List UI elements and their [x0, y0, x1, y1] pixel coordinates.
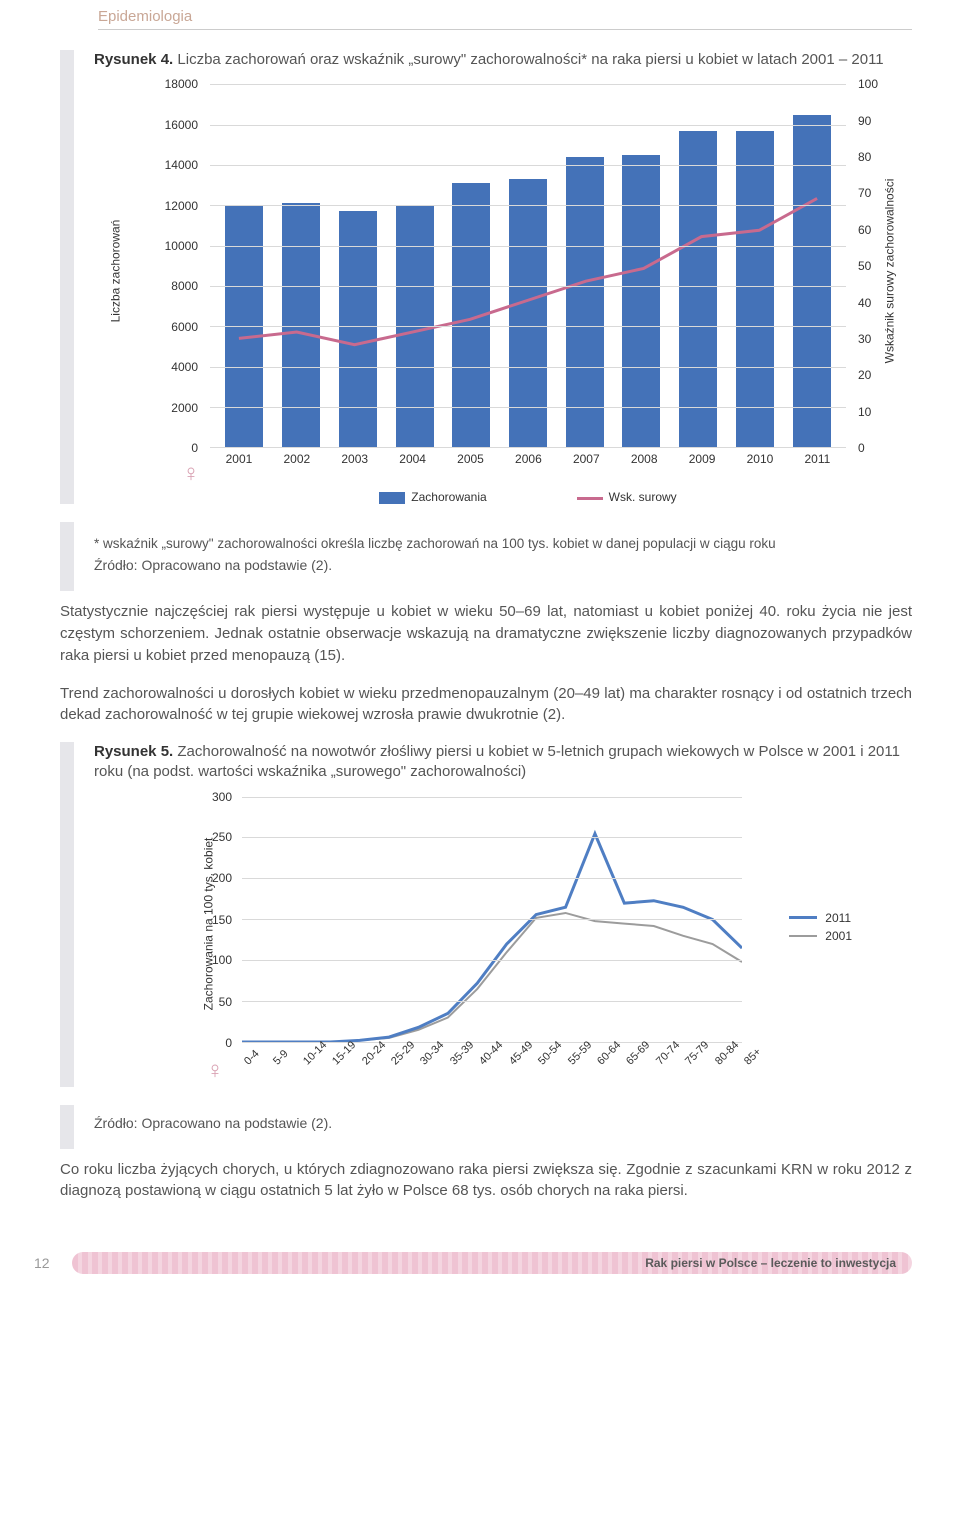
- note-marker: [60, 522, 74, 591]
- legend-line-label: Wsk. surowy: [609, 490, 677, 504]
- figure4-bars: [210, 84, 846, 447]
- paragraph-3: Co roku liczba żyjących chorych, u który…: [60, 1159, 912, 1203]
- figure5-plot-area: [242, 797, 742, 1043]
- female-icon: ♀: [182, 460, 200, 488]
- bar: [736, 131, 774, 448]
- paragraph-2: Trend zachorowalności u dorosłych kobiet…: [60, 683, 912, 727]
- figure4-y-left-label: Liczba zachorowań: [108, 220, 122, 323]
- page-number: 12: [34, 1255, 58, 1271]
- figure4-source: Źródło: Opracowano na podstawie (2).: [94, 557, 912, 573]
- figure5-marker: [60, 742, 74, 1087]
- figure4-title: Rysunek 4. Liczba zachorowań oraz wskaźn…: [94, 50, 912, 70]
- bar: [566, 157, 604, 447]
- figure4-legend: Zachorowania Wsk. surowy: [210, 490, 846, 504]
- page-footer: 12 Rak piersi w Polsce – leczenie to inw…: [0, 1252, 960, 1292]
- legend-bar-label: Zachorowania: [411, 490, 486, 504]
- paragraph-1: Statystycznie najczęściej rak piersi wys…: [60, 601, 912, 666]
- footer-band: Rak piersi w Polsce – leczenie to inwest…: [72, 1252, 912, 1274]
- figure5-source: Źródło: Opracowano na podstawie (2).: [94, 1115, 912, 1131]
- legend-swatch-bar: [379, 492, 405, 504]
- bar: [622, 155, 660, 447]
- source-marker: [60, 1105, 74, 1149]
- bar: [282, 203, 320, 447]
- footer-band-text: Rak piersi w Polsce – leczenie to inwest…: [645, 1256, 896, 1270]
- figure4-y-right-label: Wskaźnik surowy zachorowalności: [883, 179, 897, 364]
- figure4-title-text: Liczba zachorowań oraz wskaźnik „surowy"…: [177, 51, 883, 68]
- female-icon: ♀: [206, 1057, 224, 1085]
- divider: [98, 29, 912, 30]
- figure4-plot-area: [210, 84, 846, 448]
- figure5-y-axis: 300250200150100500: [202, 797, 236, 1043]
- figure4-chart: Liczba zachorowań Wskaźnik surowy zachor…: [124, 84, 912, 504]
- section-heading: Epidemiologia: [98, 8, 912, 25]
- bar: [339, 211, 377, 447]
- figure4-y-left-axis: 1800016000140001200010000800060004000200…: [154, 84, 204, 448]
- figure5-legend: 20112001: [789, 907, 852, 947]
- figure4-label: Rysunek 4.: [94, 51, 173, 68]
- figure4-y-right-axis: 1009080706050403020100: [852, 84, 882, 448]
- figure5-title: Rysunek 5. Zachorowalność na nowotwór zł…: [94, 742, 912, 783]
- figure5-chart: Zachorowania na 100 tys. kobiet 30025020…: [174, 797, 852, 1087]
- figure4-x-axis: 2001200220032004200520062007200820092010…: [210, 452, 846, 466]
- bar: [679, 131, 717, 448]
- figure5-label: Rysunek 5.: [94, 743, 173, 760]
- figure-marker: [60, 50, 74, 504]
- figure4-footnote: * wskaźnik „surowy" zachorowalności okre…: [94, 536, 912, 551]
- figure5-x-axis: 0-45-910-1415-1920-2425-2930-3435-3940-4…: [242, 1045, 742, 1087]
- figure5-title-text: Zachorowalność na nowotwór złośliwy pier…: [94, 743, 900, 780]
- legend-swatch-line: [577, 497, 603, 500]
